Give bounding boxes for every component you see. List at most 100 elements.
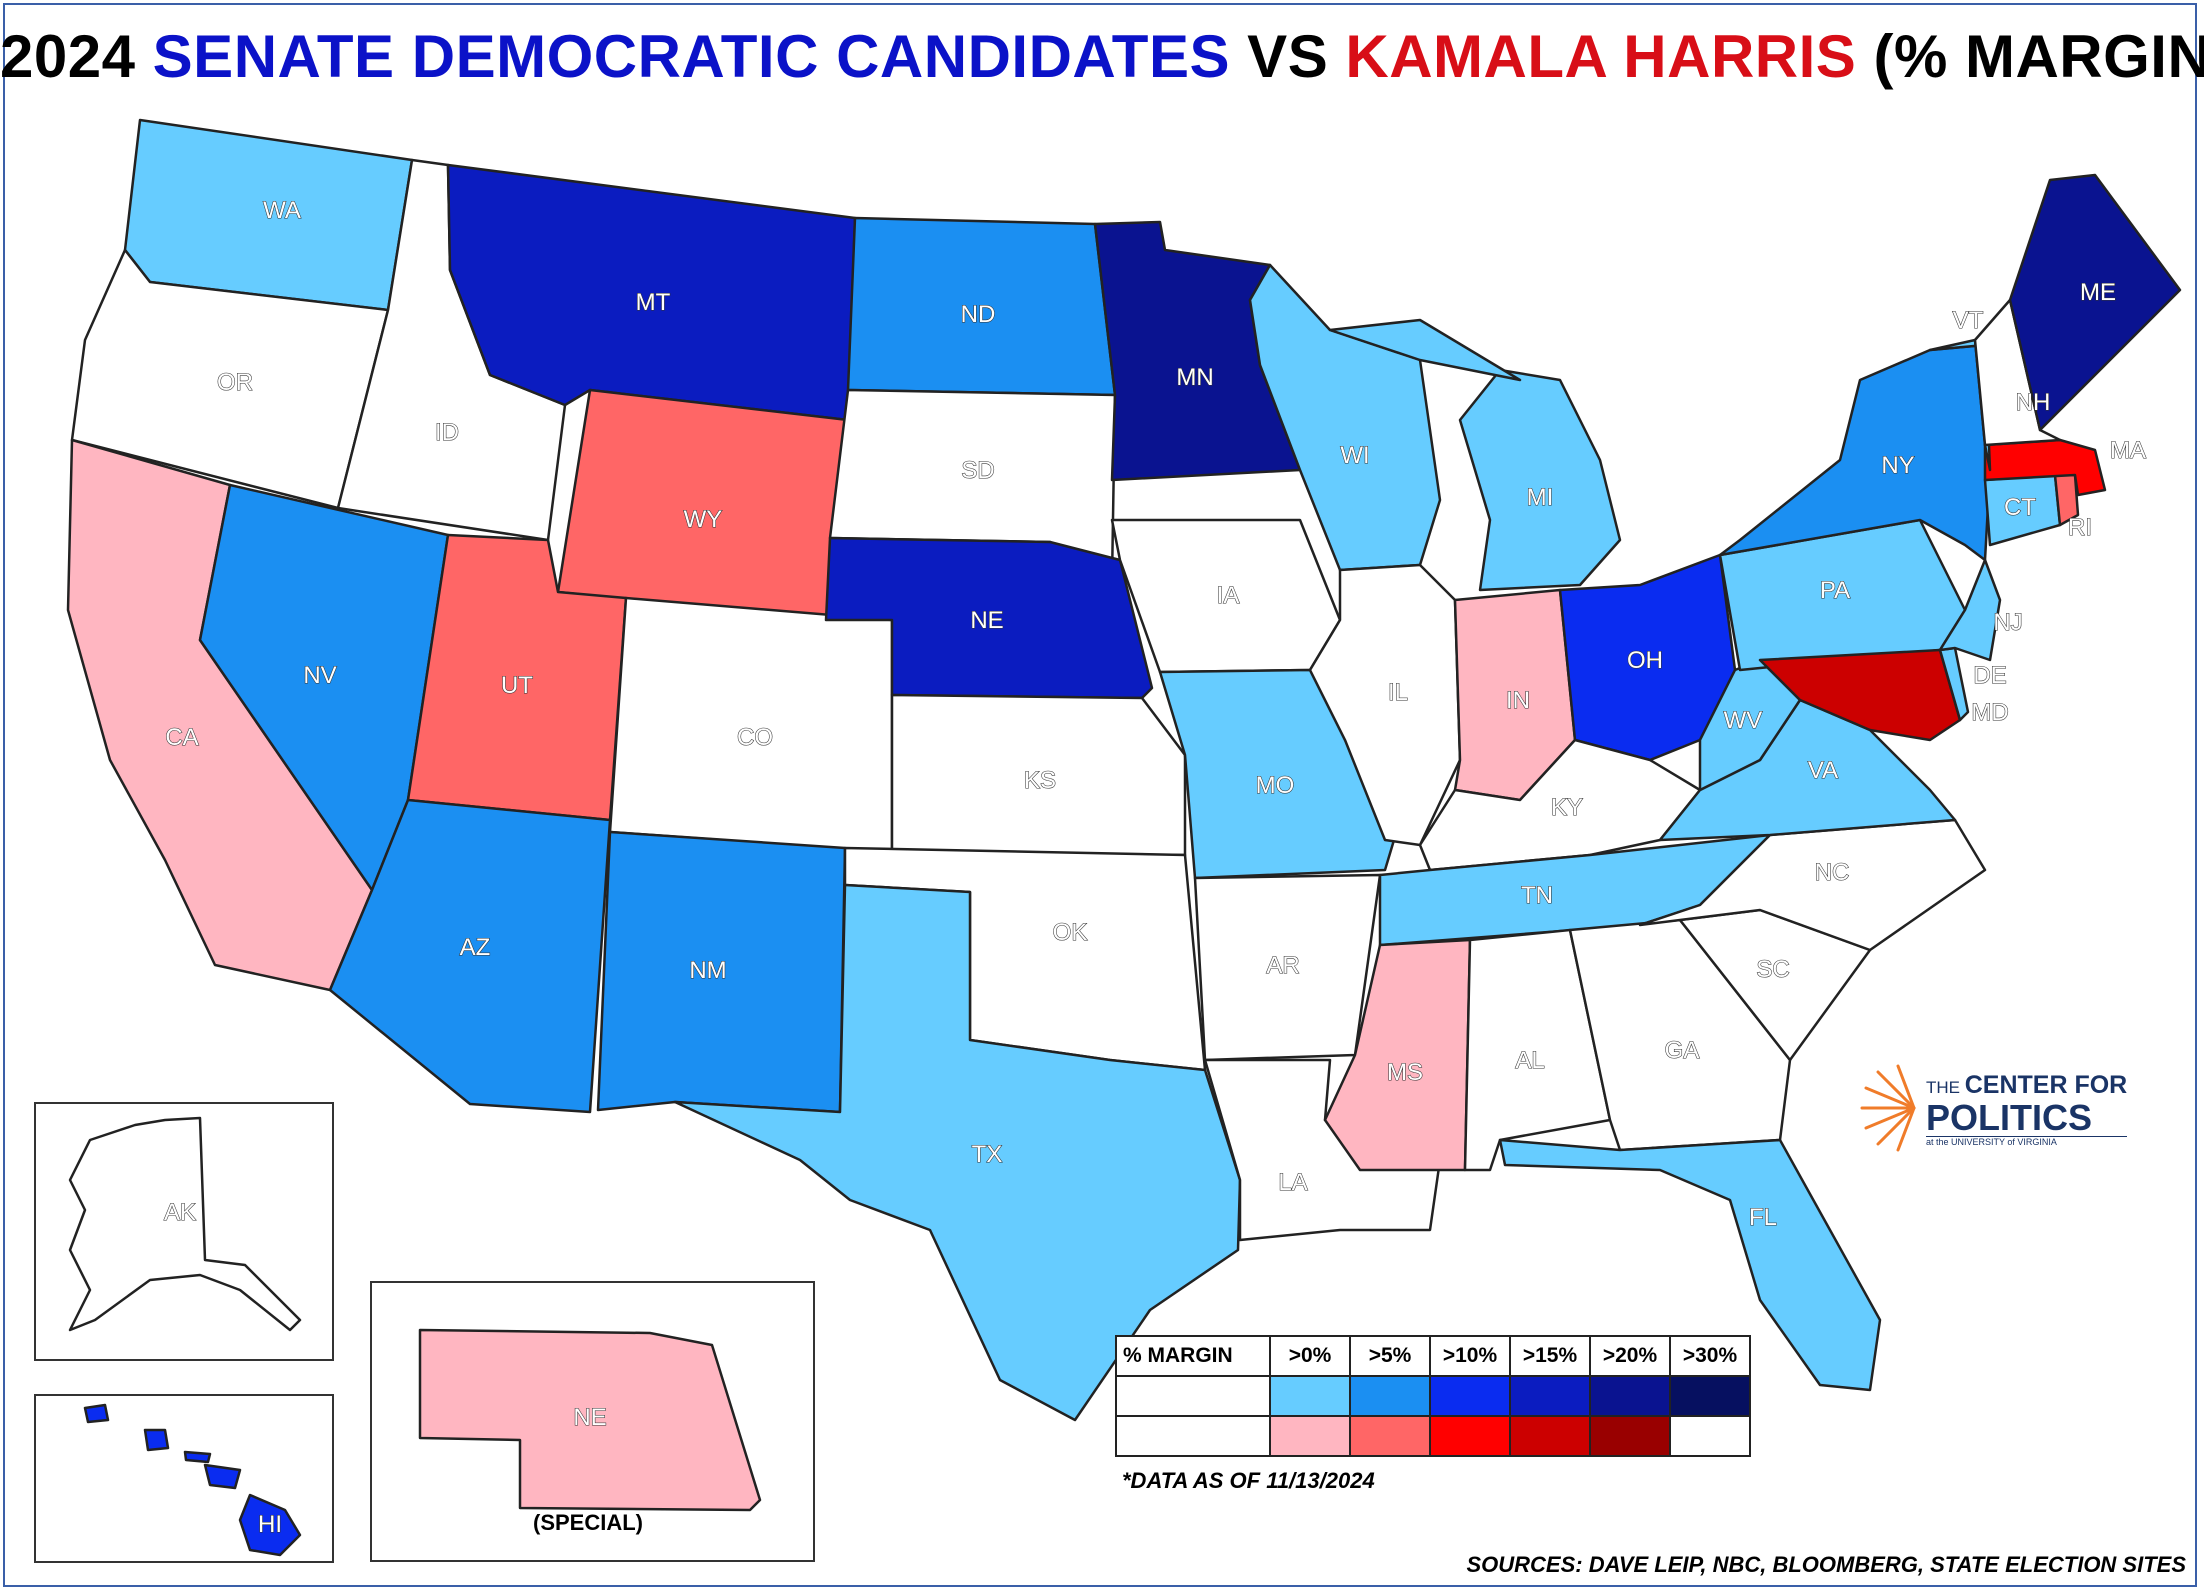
title-kamala-harris: KAMALA HARRIS [1345,23,1857,90]
label-al: AL [1515,1047,1544,1074]
state-ks[interactable] [890,693,1187,857]
label-ct: CT [2004,494,2036,521]
legend-swatch-dem-20 [1589,1375,1671,1417]
sources-note: SOURCES: DAVE LEIP, NBC, BLOOMBERG, STAT… [1466,1552,2186,1577]
label-fl: FL [1749,1204,1777,1231]
logo-university: at the UNIVERSITY of VIRGINIA [1926,1136,2128,1147]
label-mt: MT [636,289,671,316]
label-pa: PA [1820,577,1850,604]
label-mi: MI [1527,484,1554,511]
title-margins: (% MARGINS) [1873,23,2204,90]
legend-col-15: >15% [1509,1335,1591,1377]
label-mo: MO [1256,772,1295,799]
legend-swatch-dem-0 [1269,1375,1351,1417]
state-hi[interactable] [238,1493,302,1557]
special-election-label: (SPECIAL) [533,1510,643,1535]
label-il: IL [1388,679,1408,706]
label-az: AZ [460,934,491,961]
island-oahu[interactable] [143,1428,170,1452]
label-oh: OH [1627,647,1663,674]
legend-swatch-dem-10 [1429,1375,1511,1417]
legend-rep-row [1115,1415,1751,1457]
legend-swatch-dem-30 [1669,1375,1751,1417]
label-in: IN [1506,687,1530,714]
logo-politics: POLITICS [1926,1097,2093,1138]
label-mn: MN [1176,364,1213,391]
label-ma: MA [2110,437,2146,464]
label-ca: CA [165,724,198,751]
state-tx[interactable] [673,883,1242,1422]
label-ia: IA [1217,582,1240,609]
state-il[interactable] [1308,563,1462,847]
logo-line-1: THE CENTER FOR [1926,1071,2128,1099]
state-ny[interactable] [1718,343,1992,562]
label-wa: WA [263,197,301,224]
label-ky: KY [1551,794,1583,821]
label-ne: NE [970,607,1003,634]
label-vt: VT [1953,307,1984,334]
label-hi: HI [258,1511,282,1538]
legend-col-0: >0% [1269,1335,1351,1377]
legend-swatch-rep-30 [1669,1415,1751,1457]
label-ny: NY [1881,452,1914,479]
label-nc: NC [1815,859,1850,886]
legend-dem-blank [1115,1375,1271,1417]
label-sc: SC [1756,956,1789,983]
state-fl[interactable] [1498,1138,1882,1392]
label-ut: UT [501,672,533,699]
state-ma[interactable] [1983,438,2107,497]
legend-col-5: >5% [1349,1335,1431,1377]
label-wi: WI [1340,442,1369,469]
island-kauai[interactable] [83,1403,110,1424]
title-year: 2024 [0,23,136,90]
state-ak[interactable] [68,1116,302,1332]
legend-col-30: >30% [1669,1335,1751,1377]
label-wy: WY [684,506,723,533]
state-me[interactable] [2008,173,2182,432]
label-ar: AR [1266,952,1299,979]
state-nh[interactable] [1973,298,2062,447]
label-ga: GA [1665,1037,1700,1064]
legend-swatch-rep-15 [1509,1415,1591,1457]
label-ri: RI [2068,514,2092,541]
island-molokai[interactable] [183,1450,212,1464]
state-mi-upper[interactable] [1328,318,1522,382]
label-tx: TX [972,1141,1003,1168]
state-nj[interactable] [1938,558,2002,662]
legend-swatch-rep-10 [1429,1415,1511,1457]
legend-rep-blank [1115,1415,1271,1457]
legend-swatch-rep-0 [1269,1415,1351,1457]
state-ne-special[interactable] [418,1328,762,1512]
legend-header-row: % MARGIN >0% >5% >10% >15% >20% >30% [1115,1335,1751,1377]
label-ne-special: NE [573,1404,606,1431]
label-ok: OK [1053,919,1088,946]
legend-swatch-rep-5 [1349,1415,1431,1457]
state-az[interactable] [328,798,612,1114]
title-vs: VS [1247,23,1329,90]
label-ms: MS [1387,1059,1423,1086]
label-la: LA [1278,1169,1307,1196]
label-or: OR [217,369,253,396]
label-de: DE [1973,662,2006,689]
label-wv: WV [1724,707,1763,734]
state-labels: WA OR CA ID NV MT WY UT AZ CO NM ND SD N… [165,196,2147,1231]
state-wy[interactable] [556,388,850,622]
label-ks: KS [1024,767,1056,794]
label-nh: NH [2016,389,2051,416]
state-la[interactable] [1203,1058,1447,1242]
margin-legend: % MARGIN >0% >5% >10% >15% >20% >30% [1115,1335,1751,1457]
label-nm: NM [689,957,726,984]
legend-swatch-dem-5 [1349,1375,1431,1417]
label-id: ID [435,419,459,446]
state-nc[interactable] [1638,818,1987,952]
island-maui[interactable] [203,1463,242,1490]
label-tn: TN [1521,882,1553,909]
label-va: VA [1808,757,1838,784]
legend-dem-row [1115,1375,1751,1417]
label-nj: NJ [1993,609,2022,636]
state-mi[interactable] [1458,368,1622,592]
label-nd: ND [961,301,996,328]
data-date-note: *DATA AS OF 11/13/2024 [1122,1468,1375,1493]
map-title: 2024 SENATE DEMOCRATIC CANDIDATES VS KAM… [0,22,2204,91]
